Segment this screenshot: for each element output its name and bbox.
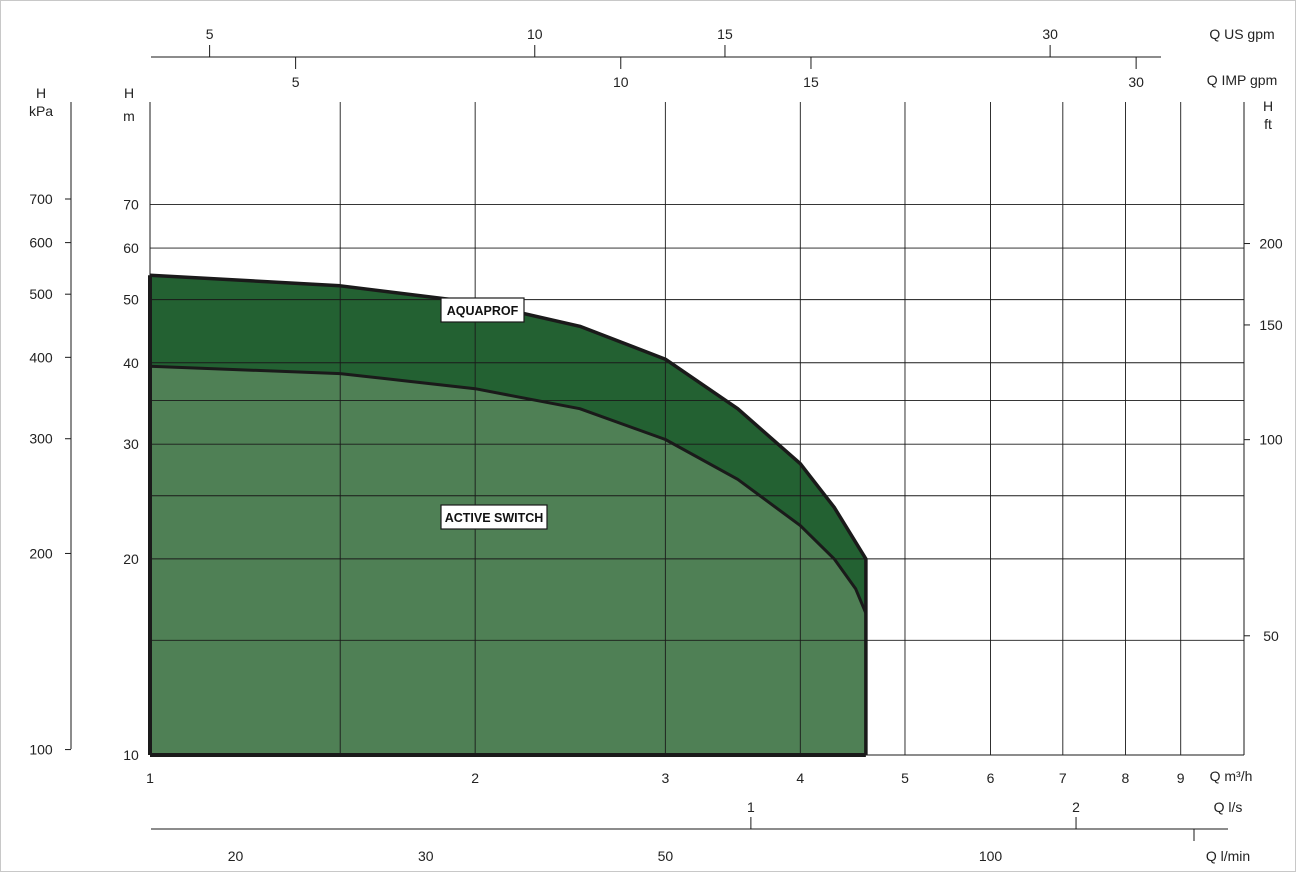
y-tick-label-m: 20	[123, 551, 139, 567]
x-tick-label-m3h: 4	[796, 770, 804, 786]
y-axis-title-ft: H	[1263, 98, 1273, 114]
y-tick-label-kpa: 200	[29, 545, 53, 561]
x-axis-unit-lmin: Q l/min	[1206, 848, 1250, 864]
x-tick-label-impgpm: 10	[613, 74, 629, 90]
y-tick-label-kpa: 500	[29, 286, 53, 302]
x-axis-unit-m3h: Q m³/h	[1210, 768, 1253, 784]
aquaprof-curve	[149, 273, 868, 755]
grid-lines	[150, 102, 1244, 755]
y-tick-label-m: 30	[123, 436, 139, 452]
series-label-active-switch-box	[440, 504, 548, 530]
series-label-active-switch: ACTIVE SWITCH	[440, 504, 548, 530]
axes: 10203040506070HmHkPa10020030040050060070…	[29, 26, 1283, 864]
x-tick-label-ls: 2	[1072, 799, 1080, 815]
y-axis-unit-m: m	[123, 108, 135, 124]
y-tick-label-m: 60	[123, 240, 139, 256]
y-tick-label-ft: 100	[1259, 432, 1283, 448]
x-axis-unit-ls: Q l/s	[1214, 799, 1243, 815]
x-tick-label-m3h: 2	[471, 770, 479, 786]
y-tick-label-kpa: 400	[29, 349, 53, 365]
x-tick-label-usgpm: 30	[1042, 26, 1058, 42]
y-tick-label-ft: 150	[1259, 317, 1283, 333]
x-tick-label-lmin: 100	[979, 848, 1003, 864]
series-label-aquaprof-box	[440, 297, 525, 323]
y-axis-title-kpa: H	[36, 85, 46, 101]
y-tick-label-kpa: 100	[29, 742, 53, 758]
y-tick-label-kpa: 700	[29, 191, 53, 207]
active-switch-curve	[149, 364, 868, 755]
y-tick-label-m: 10	[123, 747, 139, 763]
x-tick-label-m3h: 9	[1177, 770, 1185, 786]
x-tick-label-usgpm: 10	[527, 26, 543, 42]
y-tick-label-ft: 50	[1263, 628, 1279, 644]
x-tick-label-lmin: 20	[228, 848, 244, 864]
x-tick-label-lmin: 30	[418, 848, 434, 864]
x-axis-unit-usgpm: Q US gpm	[1209, 26, 1274, 42]
x-tick-label-ls: 1	[747, 799, 755, 815]
x-tick-label-impgpm: 5	[292, 74, 300, 90]
y-axis-unit-ft: ft	[1264, 116, 1272, 132]
y-axis-unit-kpa: kPa	[29, 103, 53, 119]
y-tick-label-m: 70	[123, 196, 139, 212]
x-tick-label-impgpm: 30	[1128, 74, 1144, 90]
x-tick-label-m3h: 7	[1059, 770, 1067, 786]
x-tick-label-m3h: 8	[1122, 770, 1130, 786]
x-tick-label-m3h: 5	[901, 770, 909, 786]
series-label-active-switch-text: ACTIVE SWITCH	[445, 511, 544, 525]
y-axis-title-m: H	[124, 85, 134, 101]
x-tick-label-usgpm: 15	[717, 26, 733, 42]
y-tick-label-m: 40	[123, 355, 139, 371]
x-tick-label-m3h: 6	[987, 770, 995, 786]
x-tick-label-impgpm: 15	[803, 74, 819, 90]
y-tick-label-ft: 200	[1259, 236, 1283, 252]
series-label-aquaprof-text: AQUAPROF	[447, 304, 519, 318]
x-tick-label-m3h: 3	[661, 770, 669, 786]
x-tick-label-usgpm: 5	[206, 26, 214, 42]
x-tick-label-m3h: 1	[146, 770, 154, 786]
y-tick-label-m: 50	[123, 292, 139, 308]
series-label-aquaprof: AQUAPROF	[440, 297, 525, 323]
x-tick-label-lmin: 50	[658, 848, 674, 864]
active-switch-area	[150, 366, 866, 755]
y-tick-label-kpa: 300	[29, 431, 53, 447]
y-tick-label-kpa: 600	[29, 235, 53, 251]
x-axis-unit-impgpm: Q IMP gpm	[1207, 72, 1278, 88]
